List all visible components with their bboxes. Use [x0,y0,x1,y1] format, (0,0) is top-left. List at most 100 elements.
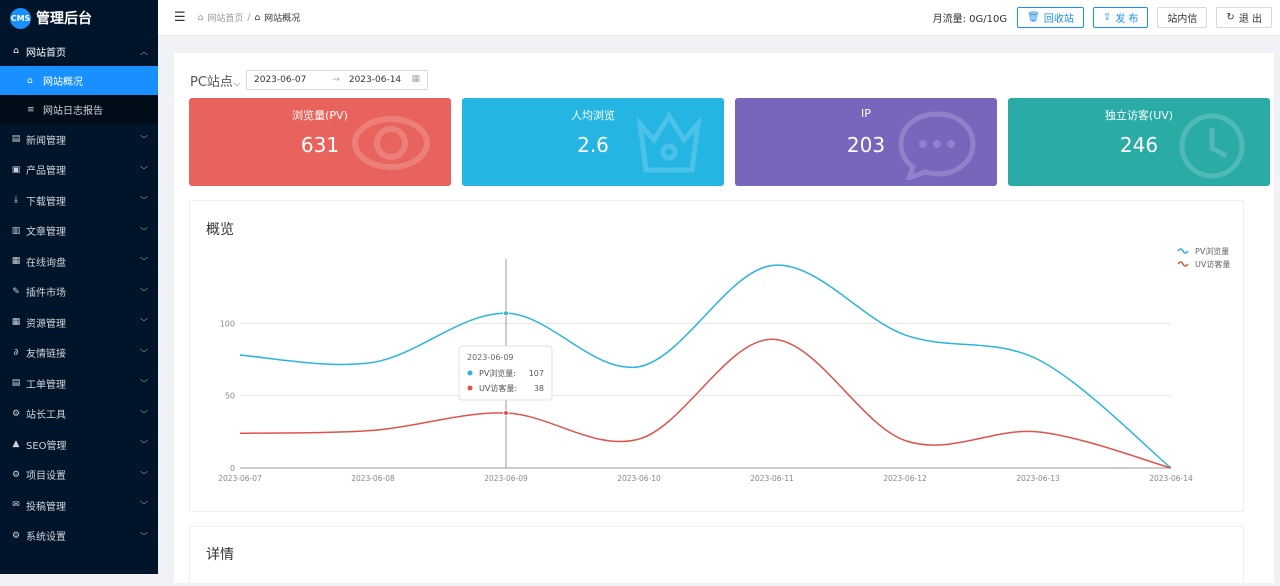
sidebar-item[interactable]: ✉投稿管理﹀ [0,490,158,521]
grid-icon: ▦ [11,317,21,327]
menu-fold-icon[interactable]: ☰ [174,10,186,25]
chevron-down-icon: ﹀ [140,500,148,511]
date-range-picker[interactable]: 2023-06-07 → 2023-06-14 ▦ [246,70,428,90]
recycle-bin-button[interactable]: 🗑回收站 [1017,7,1084,28]
clock-icon [1174,110,1250,180]
home-icon: ⌂ [27,76,37,86]
publish-icon: ⇪ [1103,12,1111,23]
chevron-up-icon: ︿ [140,46,148,57]
sidebar-item-label: 工单管理 [26,376,66,391]
y-tick-label: 0 [230,464,235,473]
site-select[interactable]: PC站点⌵ [190,71,240,90]
sidebar-item[interactable]: ⚙站长工具﹀ [0,399,158,430]
tooltip-series-name: PV浏览量: [479,368,516,378]
sidebar-item-label: 新闻管理 [26,132,66,147]
chevron-down-icon: ﹀ [140,470,148,481]
tooltip-value: 107 [529,369,544,378]
sidebar-item-label: 项目设置 [26,467,66,482]
logout-button[interactable]: ↻ 退 出 [1216,7,1272,28]
sidebar-item-label: 资源管理 [26,315,66,330]
sidebar: CMS 管理后台 ⌂网站首页︿⌂网站概况≡网站日志报告▤新闻管理﹀▣产品管理﹀⤓… [0,0,158,574]
chevron-down-icon: ﹀ [140,165,148,176]
link-icon: ∂ [11,348,21,358]
series-line[interactable] [240,265,1171,468]
x-tick-label: 2023-06-13 [1016,474,1060,483]
x-tick-label: 2023-06-08 [351,474,395,483]
chevron-down-icon: ﹀ [140,287,148,298]
tooltip-marker [468,371,473,376]
traffic-value: 0G/10G [969,14,1007,25]
monthly-traffic: 月流量: 0G/10G [933,10,1008,25]
crown-icon [634,110,704,176]
sidebar-item[interactable]: ▦在线询盘﹀ [0,246,158,277]
gear-icon: ⚙ [11,531,21,541]
x-tick-label: 2023-06-12 [883,474,927,483]
message-label: 站内信 [1167,10,1197,25]
sidebar-subitem[interactable]: ⌂网站概况 [0,66,158,95]
sidebar-item[interactable]: ▥ 文章管理 ﹀ [0,216,158,247]
chevron-down-icon: ⌵ [234,79,240,88]
chevron-down-icon: ﹀ [140,348,148,359]
sidebar-item-label: 友情链接 [26,345,66,360]
sidebar-item-label: 在线询盘 [26,254,66,269]
download-icon: ⤓ [11,195,21,205]
sidebar-item-label: 产品管理 [26,162,66,177]
data-point[interactable] [504,311,509,316]
sidebar-item[interactable]: ▣产品管理﹀ [0,155,158,186]
legend-label[interactable]: PV浏览量 [1195,246,1229,256]
sidebar-subitem[interactable]: ≡网站日志报告 [0,95,158,124]
x-tick-label: 2023-06-09 [484,474,528,483]
sidebar-item[interactable]: ⌂网站首页︿ [0,36,158,66]
message-button[interactable]: 站内信 [1157,7,1207,28]
stat-card-avg: 人均浏览 2.6 [462,98,724,186]
tooltip-value: 38 [534,384,544,393]
legend-label[interactable]: UV访客量 [1195,259,1230,269]
gear-icon: ⚙ [11,470,21,480]
breadcrumb-home-icon: ⌂ [198,13,204,23]
sidebar-item[interactable]: ▲ SEO管理 ﹀ [0,429,158,460]
chevron-down-icon: ﹀ [140,439,148,450]
recycle-bin-label: 回收站 [1044,10,1074,25]
logout-label: 退 出 [1239,10,1262,25]
sidebar-item-label: 下载管理 [26,193,66,208]
logout-icon: ↻ [1226,12,1234,23]
sidebar-item[interactable]: ∂ 友情链接 ﹀ [0,338,158,369]
detail-panel: 详情 [189,526,1244,586]
chevron-down-icon: ﹀ [140,226,148,237]
breadcrumb-item-home[interactable]: 网站首页 [207,11,243,24]
sidebar-item-label: SEO管理 [26,437,67,452]
stat-card-ip: IP 203 [735,98,997,186]
sidebar-item[interactable]: ▦资源管理﹀ [0,307,158,338]
sidebar-item[interactable]: ⚙系统设置﹀ [0,521,158,552]
sidebar-item-label: 系统设置 [26,528,66,543]
x-tick-label: 2023-06-10 [617,474,661,483]
x-tick-label: 2023-06-07 [218,474,262,483]
site-select-value: PC站点 [190,75,233,90]
home-icon: ⌂ [11,46,21,56]
news-icon: ▤ [11,134,21,144]
logo[interactable]: CMS 管理后台 [0,0,158,36]
sidebar-item[interactable]: ▤工单管理﹀ [0,368,158,399]
sidebar-item[interactable]: ▤ 新闻管理 ﹀ [0,124,158,155]
sidebar-item[interactable]: ⤓下载管理﹀ [0,185,158,216]
date-end[interactable]: 2023-06-14 [349,75,401,85]
chat-icon [897,110,977,180]
ticket-icon: ▤ [11,378,21,388]
publish-button[interactable]: ⇪发 布 [1093,7,1149,28]
data-point[interactable] [504,411,509,416]
sidebar-item[interactable]: ⚙ 项目设置 ﹀ [0,460,158,491]
breadcrumb-item-current: 网站概况 [264,11,300,24]
date-start[interactable]: 2023-06-07 [254,75,306,85]
legend-marker [1178,249,1188,253]
series-line[interactable] [240,339,1171,468]
breadcrumb-current-icon: ⌂ [254,13,260,23]
top-bar: ☰ ⌂ 网站首页 / ⌂ 网站概况 月流量: 0G/10G 🗑回收站 ⇪发 布 … [158,0,1280,36]
chevron-down-icon: ﹀ [140,409,148,420]
article-icon: ▥ [11,226,21,236]
sidebar-item[interactable]: ✎插件市场﹀ [0,277,158,308]
warning-icon: ▲ [11,439,21,449]
chevron-down-icon: ﹀ [140,134,148,145]
sidebar-item-label: 文章管理 [26,223,66,238]
